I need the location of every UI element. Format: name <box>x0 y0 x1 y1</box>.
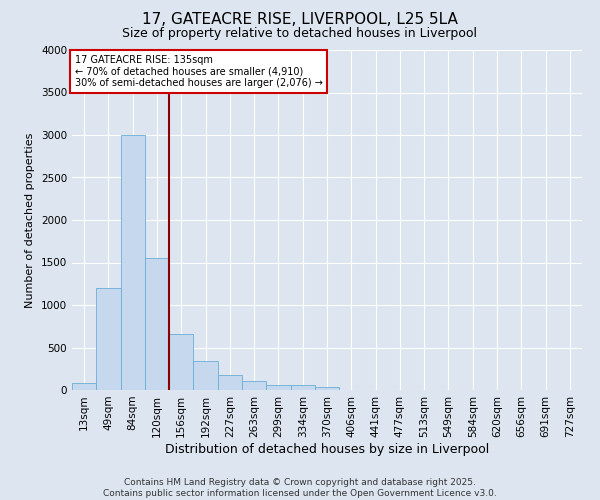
Text: Size of property relative to detached houses in Liverpool: Size of property relative to detached ho… <box>122 28 478 40</box>
Bar <box>242 380 266 390</box>
Bar <box>315 388 339 390</box>
Bar <box>145 258 169 390</box>
Y-axis label: Number of detached properties: Number of detached properties <box>25 132 35 308</box>
Bar <box>290 386 315 390</box>
Bar <box>72 383 96 390</box>
Bar <box>96 288 121 390</box>
Bar <box>169 334 193 390</box>
Text: 17 GATEACRE RISE: 135sqm
← 70% of detached houses are smaller (4,910)
30% of sem: 17 GATEACRE RISE: 135sqm ← 70% of detach… <box>74 55 322 88</box>
Bar <box>121 135 145 390</box>
Bar <box>193 361 218 390</box>
X-axis label: Distribution of detached houses by size in Liverpool: Distribution of detached houses by size … <box>165 442 489 456</box>
Text: Contains HM Land Registry data © Crown copyright and database right 2025.
Contai: Contains HM Land Registry data © Crown c… <box>103 478 497 498</box>
Text: 17, GATEACRE RISE, LIVERPOOL, L25 5LA: 17, GATEACRE RISE, LIVERPOOL, L25 5LA <box>142 12 458 28</box>
Bar <box>266 385 290 390</box>
Bar <box>218 374 242 390</box>
